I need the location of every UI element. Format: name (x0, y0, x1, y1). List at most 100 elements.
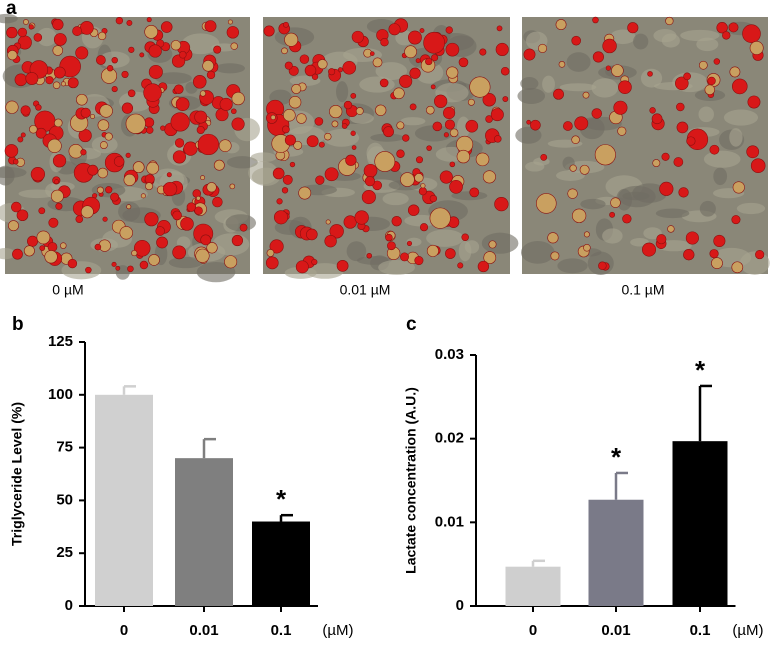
lipid-droplet (6, 26, 18, 39)
cell (655, 208, 690, 219)
lipid-droplet (50, 189, 64, 203)
bar (672, 441, 728, 606)
lipid-droplet (317, 59, 328, 70)
lipid-droplet (602, 38, 617, 54)
y-tick-label: 50 (56, 491, 73, 508)
lipid-droplet (148, 64, 163, 79)
cell (0, 13, 18, 24)
cell (661, 33, 680, 48)
lipid-droplet (132, 161, 145, 174)
cell (517, 88, 546, 104)
lipid-droplet (385, 233, 393, 242)
lipid-droplet (399, 74, 413, 88)
lipid-droplet (618, 80, 632, 95)
cell (640, 68, 663, 88)
cell (557, 258, 588, 274)
lipid-droplet (144, 25, 159, 39)
cell (525, 161, 545, 172)
lipid-droplet (172, 150, 187, 164)
lipid-droplet (54, 118, 63, 128)
lipid-droplet (10, 201, 22, 213)
lipid-droplet (127, 265, 134, 273)
lipid-droplet (148, 254, 160, 266)
lipid-droplet (426, 105, 435, 115)
lipid-droplet (364, 176, 376, 187)
lipid-droplet (263, 25, 275, 37)
lipid-droplet (343, 100, 353, 110)
bar (95, 394, 153, 606)
lipid-droplet (391, 216, 402, 227)
lipid-droplet (44, 250, 58, 264)
lipid-droplet (449, 161, 456, 168)
lipid-droplet (379, 78, 389, 88)
lipid-droplet (709, 144, 720, 155)
lipid-droplet (425, 57, 433, 66)
cell (736, 202, 766, 215)
lipid-droplet (609, 211, 616, 218)
lipid-droplet (676, 102, 685, 112)
lipid-droplet (231, 91, 245, 106)
lipid-droplet (67, 258, 78, 269)
lipid-droplet (196, 195, 201, 201)
lipid-droplet (372, 57, 383, 68)
lipid-droplet (219, 97, 233, 111)
lipid-droplet (594, 144, 616, 166)
lipid-droplet (540, 153, 548, 161)
lipid-droplet (144, 117, 155, 128)
lipid-droplet (206, 182, 217, 193)
lipid-droplet (345, 154, 357, 166)
lipid-droplet (647, 71, 653, 77)
lipid-droplet (131, 250, 138, 257)
lipid-droplet (115, 265, 121, 271)
lipid-droplet (284, 134, 296, 146)
cell (559, 83, 597, 92)
cell (400, 117, 426, 126)
lipid-droplet (420, 183, 426, 189)
lipid-droplet (434, 94, 448, 108)
lipid-droplet (200, 175, 206, 181)
lipid-droplet (170, 112, 190, 132)
lipid-droplet (55, 202, 63, 210)
lipid-droplet (611, 64, 624, 77)
lipid-droplet (500, 66, 510, 76)
lipid-droplet (102, 216, 108, 222)
lipid-droplet (336, 259, 349, 272)
lipid-droplet (23, 245, 35, 257)
lipid-droplet (456, 149, 471, 164)
image-caption: 0.1 µM (621, 282, 664, 298)
lipid-droplet (143, 83, 162, 102)
lipid-droplet (722, 31, 731, 40)
lipid-droplet (87, 164, 99, 176)
y-tick-label: 75 (56, 439, 73, 456)
lipid-droplet (496, 25, 503, 32)
lipid-droplet (146, 161, 160, 175)
significance-mark: * (695, 355, 706, 385)
cell (632, 183, 668, 203)
lipid-droplet (350, 130, 356, 136)
cell (643, 227, 662, 240)
lipid-droplet (156, 236, 168, 249)
lipid-droplet (569, 164, 577, 172)
lipid-droplet (90, 114, 96, 119)
x-tick-label: 0.01 (189, 622, 218, 639)
lipid-droplet (28, 24, 34, 30)
lipid-droplet (52, 18, 64, 31)
lipid-droplet (716, 22, 728, 34)
cell (0, 247, 16, 260)
lipid-droplet (213, 159, 225, 171)
lipid-droplet (488, 240, 497, 249)
lipid-droplet (97, 119, 110, 131)
lipid-droplet (698, 60, 708, 70)
lipid-droplet (282, 125, 290, 134)
lipid-droplet (97, 167, 108, 179)
lipid-droplet (272, 167, 285, 180)
lipid-droplet (99, 104, 113, 118)
lipid-droplet (127, 89, 136, 98)
lipid-droplet (445, 248, 456, 259)
lipid-droplet (306, 135, 319, 148)
lipid-droplet (746, 145, 760, 159)
lipid-droplet (396, 121, 405, 130)
lipid-droplet (85, 266, 92, 274)
cell (520, 241, 555, 264)
lipid-droplet (678, 187, 689, 198)
